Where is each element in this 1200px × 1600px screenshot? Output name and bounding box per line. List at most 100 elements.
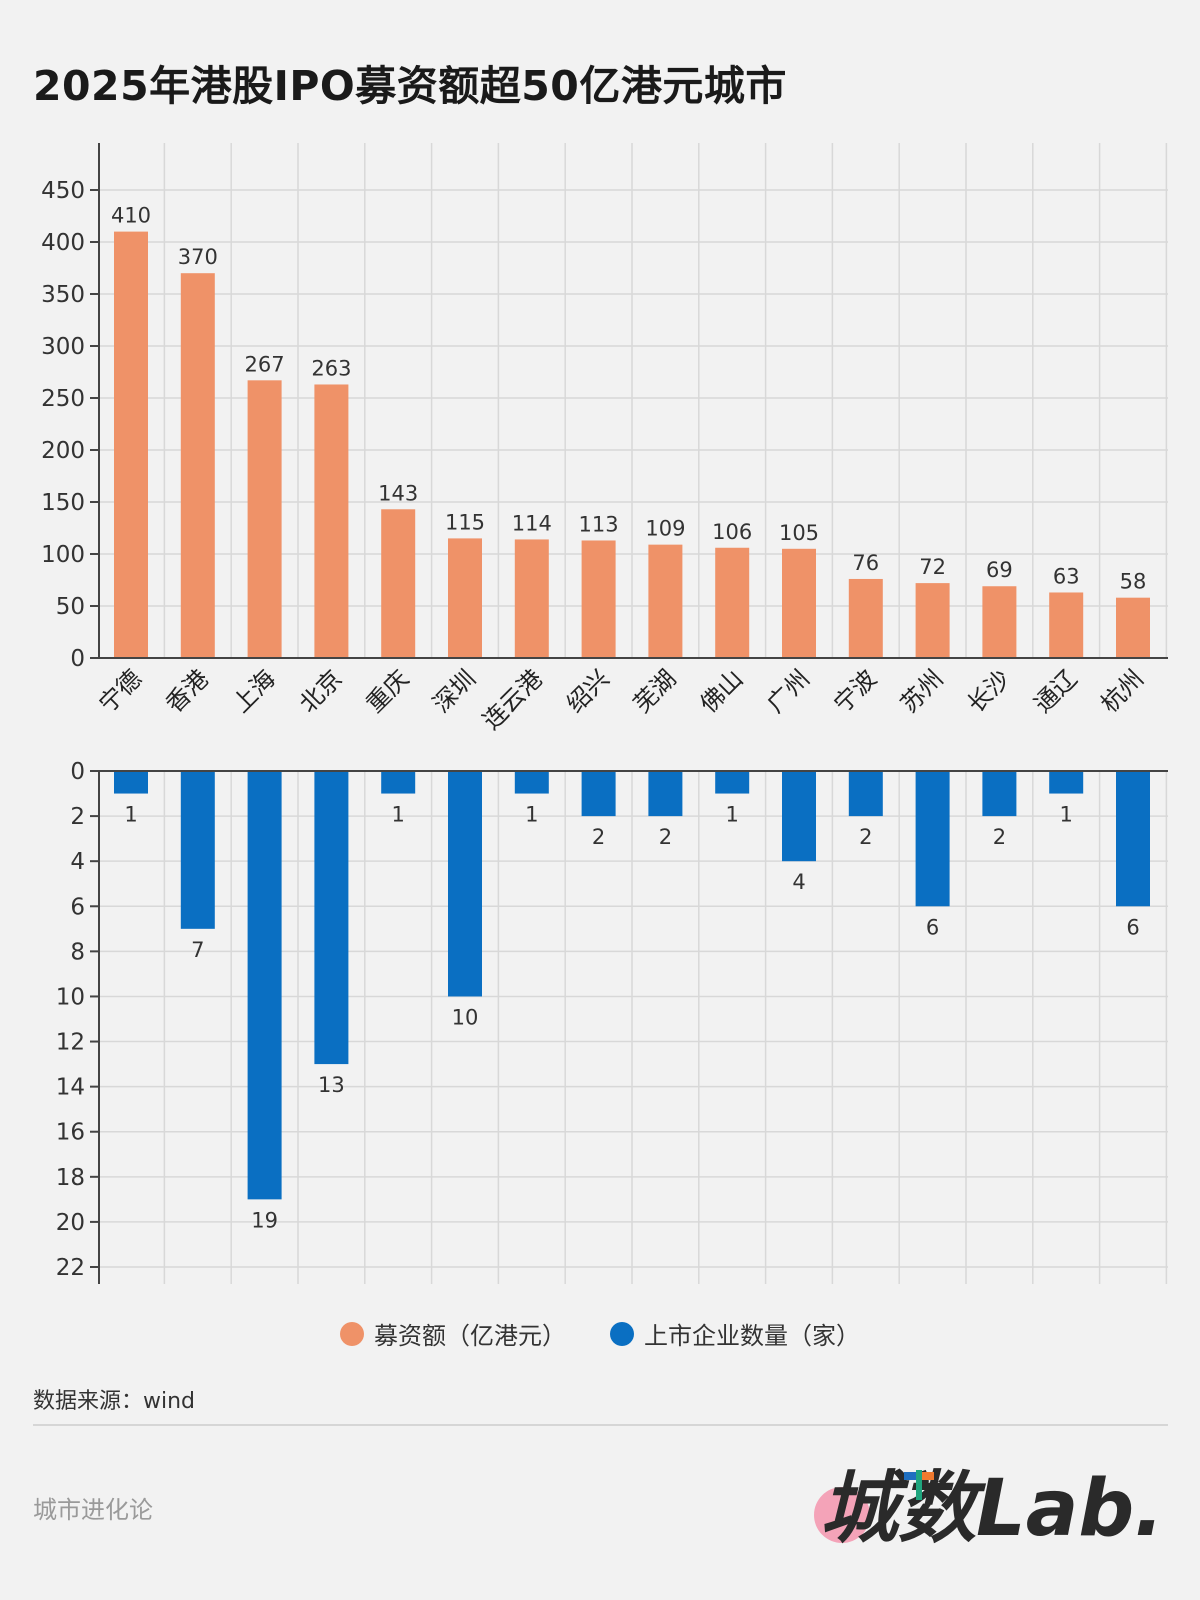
data-label-amount: 109 (645, 517, 685, 541)
bar-count-杭州 (1116, 771, 1150, 907)
bar-count-连云港 (514, 771, 549, 794)
x-tick-label: 重庆 (361, 664, 415, 718)
legend-label-count: 上市企业数量（家） (644, 1322, 860, 1350)
data-label-amount: 76 (852, 551, 879, 575)
legend-label-amount: 募资额（亿港元） (374, 1322, 566, 1350)
data-label-amount: 370 (178, 245, 218, 269)
x-tick-label: 香港 (160, 664, 214, 718)
y-tick-label-top: 400 (41, 230, 85, 256)
data-label-amount: 115 (445, 510, 485, 534)
bar-amount-上海 (247, 380, 282, 658)
bar-amount-芜湖 (648, 544, 683, 658)
bar-amount-宁波 (848, 578, 883, 658)
data-label-amount: 267 (245, 352, 285, 376)
logo-accent-orange (920, 1472, 934, 1480)
bar-amount-连云港 (514, 539, 549, 658)
data-label-count: 2 (993, 825, 1006, 849)
x-tick-label: 广州 (762, 664, 816, 718)
y-tick-label-top: 0 (70, 646, 85, 672)
y-tick-label-bottom: 2 (70, 804, 85, 830)
bar-count-广州 (782, 771, 816, 862)
y-tick-label-top: 450 (41, 178, 85, 204)
legend-swatch-count (610, 1321, 634, 1346)
x-tick-label: 芜湖 (628, 664, 682, 718)
x-tick-label: 杭州 (1096, 664, 1150, 718)
y-tick-label-bottom: 20 (56, 1210, 85, 1236)
y-tick-label-top: 200 (41, 438, 85, 464)
logo-accent-blue (904, 1472, 918, 1480)
y-tick-label-bottom: 4 (70, 849, 85, 875)
y-tick-label-bottom: 10 (56, 984, 85, 1010)
data-label-amount: 58 (1120, 570, 1147, 594)
y-tick-label-bottom: 8 (70, 939, 85, 965)
bar-count-深圳 (448, 771, 482, 997)
bar-amount-广州 (782, 548, 816, 658)
bar-amount-佛山 (715, 547, 750, 658)
y-tick-label-top: 250 (41, 386, 85, 412)
data-label-amount: 114 (512, 511, 552, 535)
x-tick-label: 北京 (294, 664, 348, 718)
y-tick-label-top: 100 (41, 542, 85, 568)
data-label-amount: 63 (1053, 564, 1080, 588)
bar-count-芜湖 (648, 771, 683, 817)
logo: 城数Lab. (814, 1464, 1164, 1554)
data-label-count: 7 (191, 938, 204, 962)
data-label-count: 10 (452, 1005, 479, 1029)
x-tick-label: 深圳 (428, 664, 482, 718)
data-label-count: 1 (726, 803, 739, 827)
bar-count-通辽 (1049, 771, 1084, 794)
data-label-count: 2 (659, 825, 672, 849)
bar-amount-长沙 (982, 586, 1017, 658)
x-tick-label: 长沙 (962, 664, 1016, 718)
x-tick-label: 苏州 (895, 664, 949, 718)
bar-amount-香港 (180, 273, 215, 658)
logo-accent-green (916, 1470, 922, 1500)
x-tick-label: 宁波 (828, 664, 882, 718)
x-tick-label: 宁德 (94, 664, 148, 718)
legend-item-amount: 募资额（亿港元） (340, 1316, 566, 1351)
bar-amount-杭州 (1116, 597, 1150, 658)
bar-count-佛山 (715, 771, 750, 794)
data-label-count: 1 (124, 803, 137, 827)
data-label-count: 1 (525, 803, 538, 827)
y-tick-label-bottom: 18 (56, 1165, 85, 1191)
data-label-count: 4 (792, 870, 805, 894)
y-tick-label-top: 300 (41, 334, 85, 360)
y-tick-label-bottom: 22 (56, 1255, 85, 1281)
bar-count-长沙 (982, 771, 1017, 817)
x-tick-label: 佛山 (695, 664, 749, 718)
footer-brand: 城市进化论 (33, 1496, 153, 1524)
y-tick-label-top: 50 (56, 594, 85, 620)
data-label-amount: 410 (111, 204, 151, 228)
y-tick-label-bottom: 6 (70, 894, 85, 920)
bar-amount-北京 (314, 384, 349, 658)
bar-count-宁德 (114, 771, 148, 794)
y-tick-label-top: 150 (41, 490, 85, 516)
data-label-amount: 106 (712, 520, 752, 544)
data-label-count: 13 (318, 1073, 345, 1097)
data-label-count: 6 (926, 915, 939, 939)
legend-item-count: 上市企业数量（家） (610, 1316, 860, 1351)
bar-count-香港 (180, 771, 215, 929)
divider (33, 1424, 1168, 1426)
bar-amount-通辽 (1049, 592, 1084, 658)
bar-count-宁波 (848, 771, 883, 817)
bar-amount-宁德 (114, 231, 148, 658)
bar-count-苏州 (915, 771, 950, 907)
bar-count-上海 (247, 771, 282, 1200)
data-label-amount: 69 (986, 558, 1013, 582)
data-label-amount: 72 (919, 555, 946, 579)
data-label-count: 1 (1060, 803, 1073, 827)
y-tick-label-bottom: 14 (56, 1075, 85, 1101)
data-label-amount: 143 (378, 481, 418, 505)
y-tick-label-bottom: 0 (70, 759, 85, 785)
x-tick-label: 上海 (227, 664, 281, 718)
x-tick-label: 通辽 (1029, 664, 1083, 718)
y-tick-label-bottom: 12 (56, 1030, 85, 1056)
legend-swatch-amount (340, 1321, 364, 1346)
data-label-count: 2 (859, 825, 872, 849)
bar-amount-重庆 (381, 509, 416, 658)
legend: 募资额（亿港元） 上市企业数量（家） (0, 1316, 1200, 1351)
bar-count-重庆 (381, 771, 416, 794)
